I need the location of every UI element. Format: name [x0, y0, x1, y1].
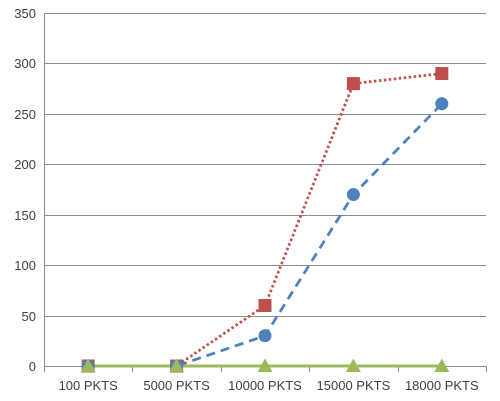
y-tick-label: 300 [14, 56, 36, 71]
x-tick-label: 15000 PKTS [317, 378, 391, 393]
y-tick-label: 350 [14, 6, 36, 21]
x-tick-label: 10000 PKTS [228, 378, 302, 393]
y-tick-label: 250 [14, 107, 36, 122]
y-tick-label: 150 [14, 208, 36, 223]
x-axis-tick-labels: 100 PKTS 5000 PKTS 10000 PKTS 15000 PKTS 180… [59, 378, 479, 393]
y-tick-label: 200 [14, 157, 36, 172]
x-tick-label: 5000 PKTS [143, 378, 210, 393]
series-1-point-2 [258, 329, 272, 343]
series-1-point-4 [435, 97, 449, 111]
series-2-point-0 [80, 358, 96, 372]
x-tick-label: 18000 PKTS [405, 378, 479, 393]
gridlines [44, 13, 486, 317]
y-axis-tick-labels: 0 50 100 150 200 250 300 350 [14, 6, 36, 374]
series-2-point-3 [345, 358, 361, 372]
y-tick-label: 100 [14, 258, 36, 273]
series-line-0 [88, 72, 442, 368]
series-1-point-3 [346, 188, 360, 202]
series-0-point-3 [346, 77, 360, 91]
y-tick-label: 0 [29, 359, 36, 374]
series-markers [80, 67, 450, 373]
series-2-point-1 [169, 358, 185, 372]
series-2-point-4 [434, 358, 450, 372]
series-lines [88, 72, 443, 368]
series-2-point-2 [257, 358, 273, 372]
series-0-point-2 [258, 298, 272, 312]
series-line-1 [88, 102, 443, 368]
y-tick-label: 50 [22, 309, 36, 324]
series-0-point-4 [435, 67, 449, 81]
x-tick-label: 100 PKTS [59, 378, 119, 393]
axes [44, 13, 487, 372]
